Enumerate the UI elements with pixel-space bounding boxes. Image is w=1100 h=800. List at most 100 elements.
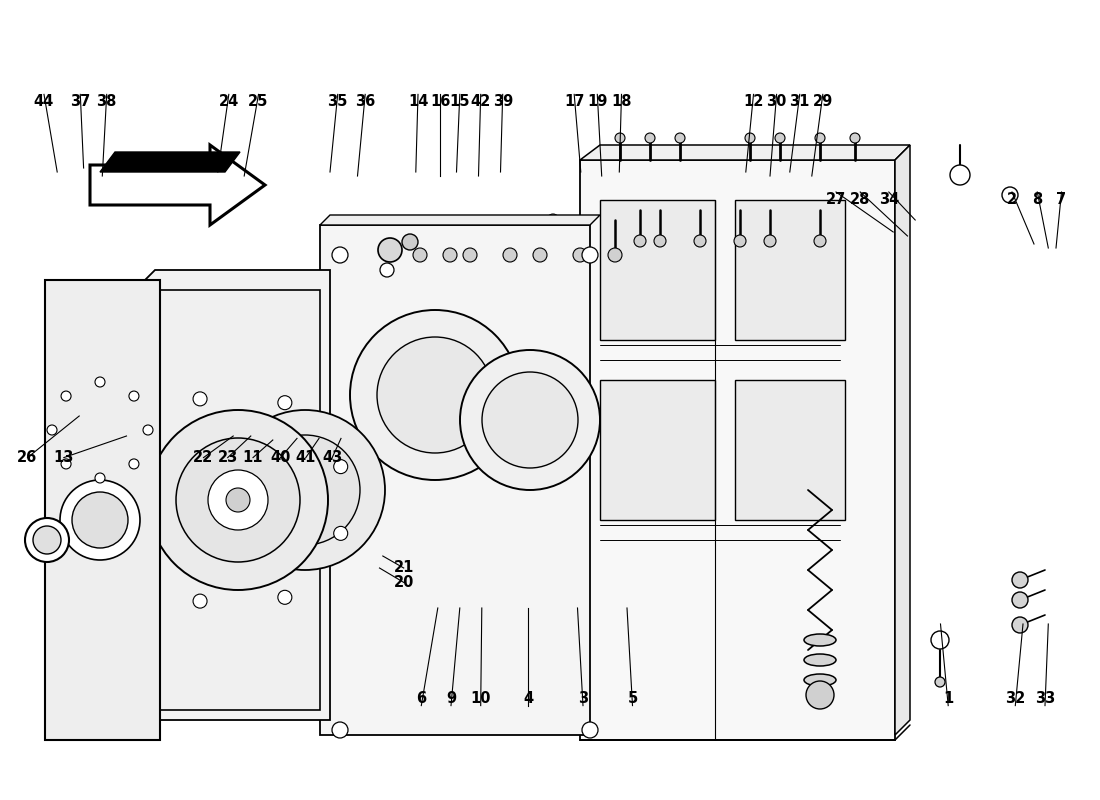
Circle shape: [815, 133, 825, 143]
Text: 21: 21: [394, 561, 414, 575]
Bar: [600, 380, 715, 520]
Polygon shape: [580, 145, 910, 160]
Circle shape: [278, 590, 292, 604]
Text: 18: 18: [612, 94, 631, 110]
Text: 2: 2: [1006, 192, 1018, 207]
Ellipse shape: [804, 654, 836, 666]
Circle shape: [463, 248, 477, 262]
Circle shape: [654, 235, 666, 247]
Circle shape: [608, 248, 622, 262]
Circle shape: [547, 459, 559, 471]
Text: 28: 28: [850, 192, 870, 207]
Text: 10: 10: [471, 690, 491, 706]
Circle shape: [379, 263, 394, 277]
Circle shape: [95, 473, 104, 483]
Text: 13: 13: [54, 450, 74, 465]
Text: 5: 5: [627, 690, 638, 706]
Text: 37: 37: [70, 94, 90, 110]
Circle shape: [176, 438, 300, 562]
Circle shape: [148, 410, 328, 590]
Text: 42: 42: [471, 94, 491, 110]
Text: 6: 6: [416, 690, 427, 706]
Circle shape: [226, 488, 250, 512]
Text: 4: 4: [522, 690, 534, 706]
Circle shape: [234, 396, 242, 404]
Circle shape: [1012, 617, 1028, 633]
Circle shape: [645, 133, 654, 143]
Circle shape: [694, 235, 706, 247]
Text: 30: 30: [767, 94, 786, 110]
Circle shape: [764, 235, 776, 247]
Text: 22: 22: [194, 450, 213, 465]
Circle shape: [675, 133, 685, 143]
Circle shape: [460, 350, 600, 490]
Circle shape: [806, 681, 834, 709]
Circle shape: [278, 396, 292, 410]
Circle shape: [60, 480, 140, 560]
Text: 1: 1: [943, 690, 954, 706]
Circle shape: [734, 235, 746, 247]
Circle shape: [208, 470, 268, 530]
Circle shape: [231, 343, 245, 357]
Text: 25: 25: [249, 94, 268, 110]
Circle shape: [850, 133, 860, 143]
Circle shape: [547, 284, 559, 296]
Text: 11: 11: [243, 450, 263, 465]
Circle shape: [332, 247, 348, 263]
Text: 17: 17: [564, 94, 584, 110]
Circle shape: [547, 629, 559, 641]
Circle shape: [231, 443, 245, 457]
Circle shape: [226, 410, 385, 570]
Circle shape: [547, 494, 559, 506]
Circle shape: [573, 248, 587, 262]
Circle shape: [333, 460, 348, 474]
Circle shape: [534, 248, 547, 262]
Circle shape: [547, 249, 559, 261]
Text: eurospares: eurospares: [165, 378, 447, 422]
Text: 38: 38: [97, 94, 117, 110]
Circle shape: [234, 446, 242, 454]
Circle shape: [143, 425, 153, 435]
Circle shape: [194, 392, 207, 406]
Circle shape: [1012, 572, 1028, 588]
Bar: [735, 380, 845, 520]
Circle shape: [231, 393, 245, 407]
Text: 40: 40: [271, 450, 290, 465]
Text: eurospares: eurospares: [605, 242, 887, 286]
Circle shape: [814, 235, 826, 247]
Text: 9: 9: [446, 690, 456, 706]
Text: 8: 8: [1032, 192, 1043, 207]
Ellipse shape: [804, 634, 836, 646]
Text: 39: 39: [493, 94, 513, 110]
Ellipse shape: [804, 674, 836, 686]
Circle shape: [62, 459, 72, 469]
Polygon shape: [895, 145, 910, 735]
Text: 26: 26: [18, 450, 37, 465]
Text: 34: 34: [879, 192, 899, 207]
Text: 23: 23: [218, 450, 238, 465]
Circle shape: [547, 424, 559, 436]
Circle shape: [935, 677, 945, 687]
Text: 24: 24: [219, 94, 239, 110]
Circle shape: [25, 518, 69, 562]
Circle shape: [129, 459, 139, 469]
Circle shape: [234, 346, 242, 354]
Circle shape: [1012, 592, 1028, 608]
Circle shape: [1002, 187, 1018, 203]
Bar: [580, 160, 895, 740]
Text: 29: 29: [813, 94, 833, 110]
Circle shape: [931, 631, 949, 649]
Circle shape: [482, 372, 578, 468]
Circle shape: [332, 722, 348, 738]
Text: 43: 43: [322, 450, 342, 465]
Text: 36: 36: [355, 94, 375, 110]
Bar: [600, 200, 715, 340]
Text: 20: 20: [394, 575, 414, 590]
Circle shape: [582, 722, 598, 738]
Text: 15: 15: [450, 94, 470, 110]
Circle shape: [745, 133, 755, 143]
Text: 44: 44: [34, 94, 54, 110]
Circle shape: [582, 247, 598, 263]
Circle shape: [231, 483, 245, 497]
Circle shape: [72, 492, 128, 548]
